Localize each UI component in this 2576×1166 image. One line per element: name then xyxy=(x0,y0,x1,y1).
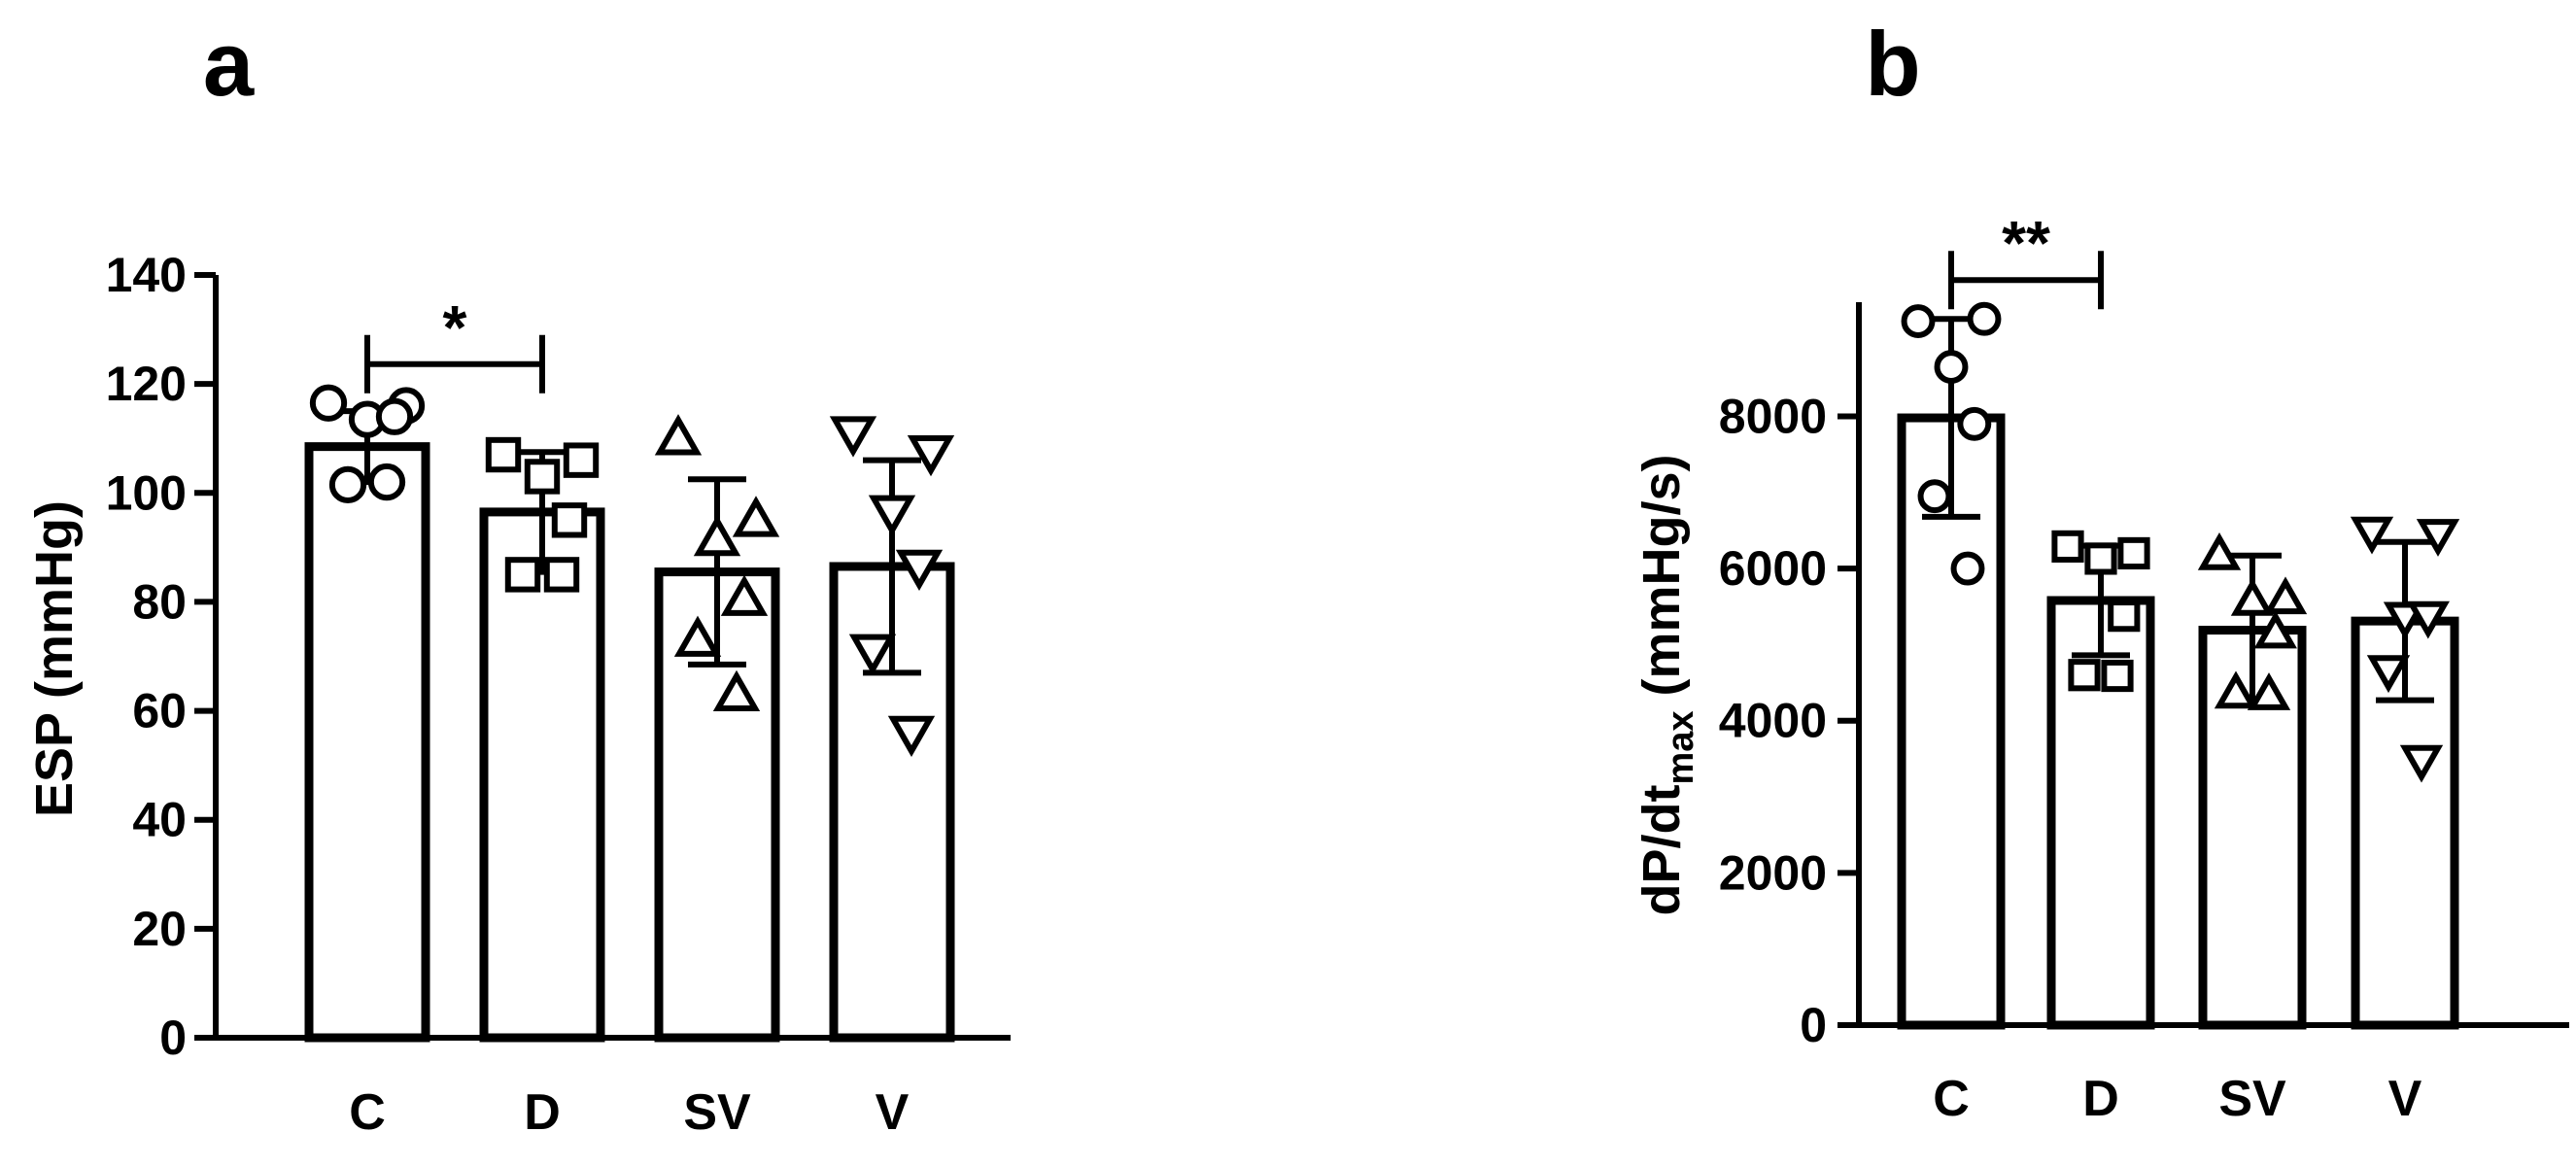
y-axis-title-main: dP/dt xyxy=(1632,785,1691,916)
y-tick-label: 4000 xyxy=(1719,694,1827,748)
significance-label: * xyxy=(443,292,467,362)
data-point-D-3 xyxy=(551,502,588,538)
data-point-V-4 xyxy=(848,634,897,675)
data-point-C-4 xyxy=(328,465,367,504)
data-point-D-3 xyxy=(2108,600,2141,633)
x-tick-label-V: V xyxy=(2388,1071,2422,1127)
y-axis-title-subscript: max xyxy=(1661,710,1701,784)
significance-label: ** xyxy=(2002,208,2050,278)
y-tick-label: 20 xyxy=(132,902,187,956)
chart-marks: 0 2000 4000 6000 8000 C D SV V ** xyxy=(1719,208,2569,1127)
y-axis-title: ESP (mmHg) xyxy=(25,500,84,817)
data-point-D-5 xyxy=(543,557,580,593)
data-point-V-2 xyxy=(868,495,916,536)
data-point-C-3 xyxy=(1957,406,1992,441)
y-tick-label: 8000 xyxy=(1719,389,1827,443)
data-point-D-0 xyxy=(2051,530,2084,563)
data-point-SV-1 xyxy=(2263,576,2308,615)
data-point-C-5 xyxy=(367,463,406,501)
x-tick-label-C: C xyxy=(1933,1071,1970,1127)
data-point-SV-5 xyxy=(2247,672,2291,710)
data-point-SV-3 xyxy=(720,574,769,616)
data-point-V-0 xyxy=(2350,516,2394,555)
x-tick-label-D: D xyxy=(2082,1071,2119,1127)
data-point-D-5 xyxy=(2101,659,2134,693)
x-tick-label-SV: SV xyxy=(683,1084,751,1141)
chart-panel-b: b dP/dtmax (mmHg/s) 0 2000 4000 6000 8000 C D S… xyxy=(1632,13,2569,1127)
data-point-C-4 xyxy=(1917,479,1952,514)
data-point-SV-2 xyxy=(2230,577,2275,616)
data-point-V-4 xyxy=(2366,655,2411,694)
data-point-D-2 xyxy=(2084,542,2117,575)
data-point-SV-0 xyxy=(654,414,703,456)
data-point-D-1 xyxy=(2117,536,2150,570)
x-tick-label-C: C xyxy=(349,1084,386,1141)
data-point-V-3 xyxy=(2406,600,2450,639)
bar-D xyxy=(2046,596,2155,1030)
data-point-SV-2 xyxy=(693,514,741,557)
data-point-V-1 xyxy=(907,434,955,477)
y-tick-label: 80 xyxy=(132,574,187,629)
y-tick-label: 140 xyxy=(106,248,187,302)
bar-D xyxy=(479,507,605,1043)
y-tick-label: 2000 xyxy=(1719,845,1827,900)
data-point-C-5 xyxy=(1950,551,1985,586)
x-tick-label-D: D xyxy=(524,1084,561,1141)
panel-label-b: b xyxy=(1865,13,1920,115)
y-tick-label: 120 xyxy=(106,357,187,411)
panel-label-a: a xyxy=(203,13,255,115)
data-point-V-1 xyxy=(2416,519,2460,557)
data-point-C-3 xyxy=(375,397,414,435)
data-point-SV-5 xyxy=(712,669,761,711)
data-point-SV-4 xyxy=(673,615,722,657)
data-point-V-5 xyxy=(887,715,936,758)
data-point-D-4 xyxy=(504,557,541,593)
data-point-V-3 xyxy=(895,549,944,592)
y-tick-label: 100 xyxy=(106,465,187,520)
y-axis-title: dP/dtmax (mmHg/s) xyxy=(1632,454,1701,915)
data-point-C-0 xyxy=(309,384,348,422)
data-point-SV-1 xyxy=(732,496,780,537)
data-point-D-2 xyxy=(524,459,561,495)
bar-C xyxy=(304,442,430,1043)
data-point-V-5 xyxy=(2399,744,2444,783)
chart-panel-a: a ESP (mmHg) 0 20 40 60 80 100 120 140 C D SV V * xyxy=(25,13,1011,1141)
y-axis-title-unit: (mmHg/s) xyxy=(1632,454,1691,710)
data-point-C-2 xyxy=(1934,350,1969,385)
data-point-C-1 xyxy=(1967,301,2002,336)
y-tick-label: 60 xyxy=(132,684,187,738)
data-point-D-1 xyxy=(563,442,600,478)
data-point-C-0 xyxy=(1901,304,1936,339)
data-point-SV-4 xyxy=(2214,670,2258,709)
data-point-V-0 xyxy=(829,416,877,458)
chart-marks: 0 20 40 60 80 100 120 140 C D SV V * xyxy=(106,248,1011,1141)
data-point-D-4 xyxy=(2068,659,2101,692)
y-tick-label: 6000 xyxy=(1719,541,1827,596)
data-point-SV-3 xyxy=(2253,610,2297,649)
x-tick-label-SV: SV xyxy=(2218,1071,2286,1127)
y-tick-label: 40 xyxy=(132,793,187,847)
data-point-SV-0 xyxy=(2197,532,2242,570)
data-point-D-0 xyxy=(485,436,522,473)
y-tick-label: 0 xyxy=(1800,998,1827,1052)
y-tick-label: 0 xyxy=(159,1011,187,1065)
x-tick-label-V: V xyxy=(876,1084,910,1141)
